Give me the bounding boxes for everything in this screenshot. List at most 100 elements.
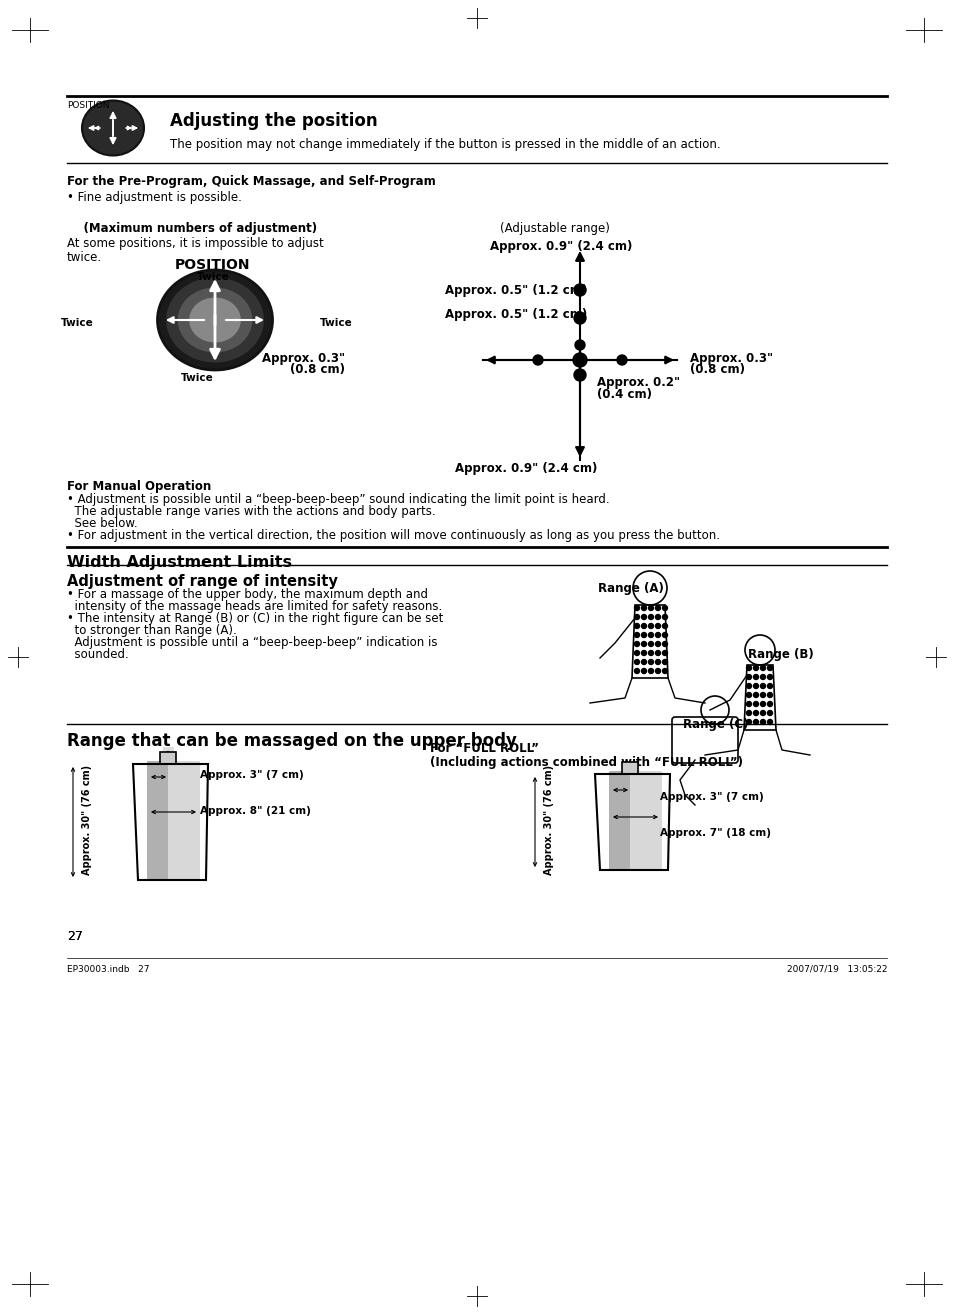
Text: (0.4 cm): (0.4 cm) (597, 388, 651, 401)
Ellipse shape (177, 288, 253, 352)
Circle shape (753, 674, 758, 679)
Text: Twice: Twice (196, 272, 229, 283)
Circle shape (661, 632, 667, 637)
Text: Width Adjustment Limits: Width Adjustment Limits (67, 555, 292, 570)
Circle shape (767, 683, 772, 689)
Circle shape (760, 720, 764, 724)
Text: • For adjustment in the vertical direction, the position will move continuously : • For adjustment in the vertical directi… (67, 530, 720, 541)
Text: The position may not change immediately if the button is pressed in the middle o: The position may not change immediately … (170, 138, 720, 151)
Circle shape (640, 669, 646, 674)
Circle shape (745, 720, 751, 724)
Text: intensity of the massage heads are limited for safety reasons.: intensity of the massage heads are limit… (67, 600, 442, 614)
Polygon shape (621, 762, 638, 774)
Text: Adjusting the position: Adjusting the position (170, 112, 377, 130)
FancyBboxPatch shape (147, 761, 169, 880)
Ellipse shape (166, 277, 264, 363)
Circle shape (640, 660, 646, 665)
Text: 2007/07/19   13:05:22: 2007/07/19 13:05:22 (786, 964, 887, 974)
Circle shape (760, 692, 764, 698)
Circle shape (634, 641, 639, 646)
FancyBboxPatch shape (629, 771, 661, 871)
Text: Range (B): Range (B) (747, 648, 813, 661)
Circle shape (767, 665, 772, 670)
Text: (Including actions combined with “FULL ROLL”): (Including actions combined with “FULL R… (430, 756, 742, 769)
Circle shape (634, 669, 639, 674)
Circle shape (648, 650, 653, 656)
Circle shape (533, 355, 542, 365)
Text: For “FULL ROLL”: For “FULL ROLL” (430, 742, 538, 756)
Circle shape (745, 665, 751, 670)
Text: POSITION: POSITION (174, 258, 251, 272)
Text: • Fine adjustment is possible.: • Fine adjustment is possible. (67, 191, 242, 204)
Text: Approx. 30" (76 cm): Approx. 30" (76 cm) (82, 765, 91, 875)
Circle shape (661, 606, 667, 611)
Text: At some positions, it is impossible to adjust: At some positions, it is impossible to a… (67, 237, 323, 250)
Text: Approx. 8" (21 cm): Approx. 8" (21 cm) (200, 805, 311, 816)
Circle shape (760, 711, 764, 716)
Text: POSITION: POSITION (67, 101, 110, 110)
Text: Approx. 3" (7 cm): Approx. 3" (7 cm) (200, 770, 303, 781)
Circle shape (640, 641, 646, 646)
Circle shape (640, 615, 646, 619)
Circle shape (767, 720, 772, 724)
Text: • The intensity at Range (B) or (C) in the right figure can be set: • The intensity at Range (B) or (C) in t… (67, 612, 443, 625)
Text: See below.: See below. (67, 516, 137, 530)
Text: Approx. 30" (76 cm): Approx. 30" (76 cm) (543, 765, 554, 875)
Text: 27: 27 (67, 930, 83, 943)
Text: (0.8 cm): (0.8 cm) (290, 363, 345, 376)
Circle shape (661, 615, 667, 619)
Text: Approx. 0.2": Approx. 0.2" (597, 376, 679, 389)
Circle shape (575, 340, 584, 350)
Text: Approx. 0.3": Approx. 0.3" (689, 352, 772, 365)
Circle shape (655, 660, 659, 665)
Text: (Maximum numbers of adjustment): (Maximum numbers of adjustment) (67, 222, 316, 235)
Circle shape (745, 692, 751, 698)
Circle shape (617, 355, 626, 365)
Circle shape (648, 624, 653, 628)
Text: Approx. 0.5" (1.2 cm): Approx. 0.5" (1.2 cm) (444, 307, 587, 321)
Polygon shape (160, 752, 175, 763)
Text: Adjustment of range of intensity: Adjustment of range of intensity (67, 574, 337, 589)
Text: Approx. 3" (7 cm): Approx. 3" (7 cm) (659, 792, 763, 802)
Text: (0.8 cm): (0.8 cm) (689, 363, 744, 376)
Text: Twice: Twice (61, 318, 94, 328)
Ellipse shape (82, 100, 144, 155)
FancyBboxPatch shape (168, 761, 200, 880)
Text: (Adjustable range): (Adjustable range) (499, 222, 609, 235)
Circle shape (648, 641, 653, 646)
Text: twice.: twice. (67, 251, 102, 264)
Circle shape (655, 669, 659, 674)
Circle shape (655, 615, 659, 619)
Circle shape (574, 311, 585, 325)
Ellipse shape (189, 297, 240, 343)
Text: Approx. 0.3": Approx. 0.3" (262, 352, 345, 365)
Text: sounded.: sounded. (67, 648, 129, 661)
Circle shape (655, 641, 659, 646)
Circle shape (753, 665, 758, 670)
Circle shape (767, 711, 772, 716)
Circle shape (648, 669, 653, 674)
Text: Adjustment is possible until a “beep-beep-beep” indication is: Adjustment is possible until a “beep-bee… (67, 636, 437, 649)
Text: Approx. 0.9" (2.4 cm): Approx. 0.9" (2.4 cm) (455, 463, 597, 474)
Circle shape (648, 632, 653, 637)
Circle shape (760, 665, 764, 670)
Text: Approx. 0.9" (2.4 cm): Approx. 0.9" (2.4 cm) (490, 240, 632, 254)
Circle shape (648, 615, 653, 619)
Circle shape (753, 720, 758, 724)
Text: EP30003.indb   27: EP30003.indb 27 (67, 964, 150, 974)
Text: Range (A): Range (A) (598, 582, 663, 595)
Circle shape (574, 284, 585, 296)
Circle shape (760, 674, 764, 679)
Circle shape (753, 683, 758, 689)
Circle shape (634, 660, 639, 665)
Circle shape (661, 624, 667, 628)
Circle shape (745, 711, 751, 716)
Circle shape (640, 650, 646, 656)
Circle shape (634, 632, 639, 637)
Circle shape (745, 683, 751, 689)
Circle shape (760, 702, 764, 707)
Circle shape (767, 692, 772, 698)
Circle shape (640, 606, 646, 611)
Circle shape (655, 624, 659, 628)
Circle shape (655, 650, 659, 656)
